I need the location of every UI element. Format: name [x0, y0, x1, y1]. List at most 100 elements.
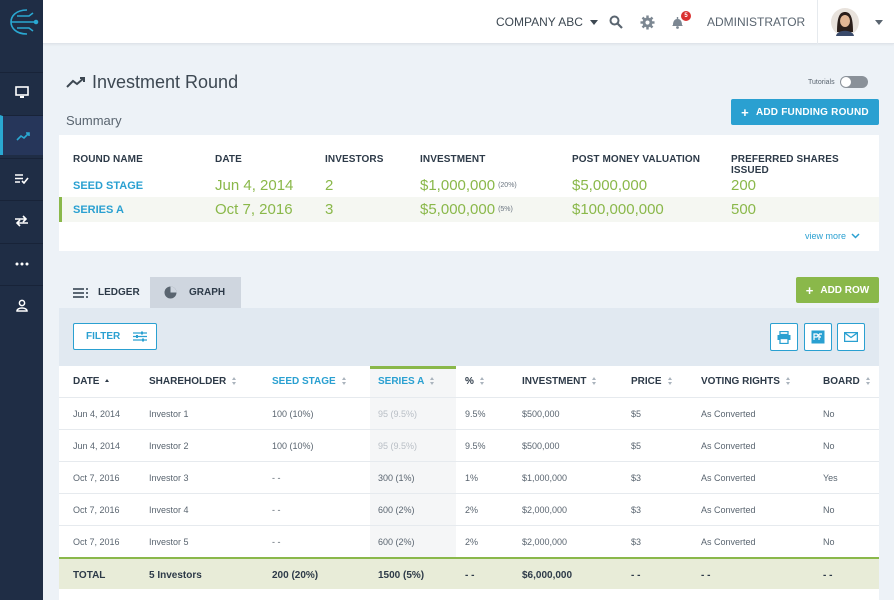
series-a-column-highlight — [370, 366, 456, 558]
total-investment: $6,000,000 — [522, 569, 573, 581]
sort-icon — [232, 376, 237, 386]
settings-button[interactable] — [640, 0, 655, 44]
printer-icon — [777, 330, 791, 344]
bell-icon — [672, 17, 683, 29]
cell-shareholder: Investor 1 — [149, 409, 189, 419]
col-header-round-name: ROUND NAME — [73, 154, 143, 165]
cell-shareholder: Investor 3 — [149, 473, 189, 483]
col-header-percent[interactable]: % — [465, 366, 485, 396]
cell-series-a: 95 (9.5%) — [378, 409, 418, 419]
cell-date: Jun 4, 2014 — [73, 409, 121, 419]
add-funding-round-button[interactable]: + ADD FUNDING ROUND — [731, 99, 879, 125]
user-icon — [15, 299, 28, 312]
search-button[interactable] — [609, 0, 623, 44]
toggle-switch[interactable] — [839, 76, 868, 88]
cell-shareholder: Investor 4 — [149, 505, 189, 515]
company-selector[interactable]: COMPANY ABC — [496, 0, 598, 44]
round-investors: 3 — [325, 201, 334, 218]
cell-seed: - - — [272, 537, 281, 547]
col-header-voting-rights[interactable]: VOTING RIGHTS — [701, 366, 791, 396]
sort-asc-icon — [105, 377, 110, 386]
pie-chart-icon — [164, 286, 177, 299]
cell-price: $3 — [631, 473, 642, 483]
col-header-investment: INVESTMENT — [420, 154, 486, 165]
col-header-investors: INVESTORS — [325, 154, 384, 165]
filter-label: FILTER — [86, 331, 121, 342]
cell-seed: - - — [272, 505, 281, 515]
email-button[interactable] — [837, 323, 865, 351]
tab-ledger[interactable]: LEDGER — [59, 277, 150, 308]
round-name-link[interactable]: SERIES A — [73, 203, 124, 216]
tab-graph[interactable]: GRAPH — [150, 277, 241, 308]
table-row[interactable]: Oct 7, 2016 Investor 4 - - 600 (2%) 2% $… — [59, 493, 879, 525]
add-funding-round-label: ADD FUNDING ROUND — [755, 106, 869, 118]
round-name-link[interactable]: SEED STAGE — [73, 179, 144, 192]
col-header-preferred-shares: PREFERRED SHARES ISSUED — [731, 154, 839, 176]
cell-investment: $500,000 — [522, 409, 560, 419]
sort-icon — [785, 376, 791, 386]
round-investment-pct: (20%) — [498, 182, 517, 189]
filter-button[interactable]: FILTER — [73, 323, 157, 350]
round-row[interactable]: SEED STAGE Jun 4, 2014 2 $1,000,000 (20%)… — [59, 173, 879, 198]
app-logo[interactable] — [0, 0, 43, 44]
col-header-date[interactable]: DATE — [73, 366, 110, 396]
col-header-investment[interactable]: INVESTMENT — [522, 366, 597, 396]
print-button[interactable] — [770, 323, 798, 351]
total-percent: - - — [465, 569, 475, 581]
cell-date: Oct 7, 2016 — [73, 505, 120, 515]
sidebar-item-tasks[interactable] — [0, 158, 43, 198]
col-header-price[interactable]: PRICE — [631, 366, 673, 396]
tab-ledger-label: LEDGER — [98, 287, 140, 298]
tutorials-label: Tutorials — [808, 78, 835, 86]
search-icon — [609, 15, 623, 29]
sidebar-item-transfers[interactable] — [0, 200, 43, 240]
col-header-date: DATE — [215, 154, 242, 165]
cell-percent: 9.5% — [465, 441, 486, 451]
col-header-seed-stage[interactable]: SEED STAGE — [272, 366, 347, 396]
sidebar-item-more[interactable] — [0, 243, 43, 283]
sidebar-item-investment[interactable] — [0, 115, 43, 155]
cell-series-a: 600 (2%) — [378, 537, 415, 547]
tutorials-toggle[interactable]: Tutorials — [808, 76, 868, 88]
round-investment: $5,000,000 (5%) — [420, 201, 513, 218]
round-valuation: $5,000,000 — [572, 177, 648, 194]
round-row[interactable]: SERIES A Oct 7, 2016 3 $5,000,000 (5%) $1… — [59, 197, 879, 222]
sort-icon — [865, 376, 871, 386]
table-row[interactable]: Jun 4, 2014 Investor 1 100 (10%) 95 (9.5… — [59, 397, 879, 429]
user-menu[interactable] — [831, 0, 883, 44]
round-shares: 200 — [731, 177, 757, 194]
company-name: COMPANY ABC — [496, 15, 583, 29]
cell-voting: As Converted — [701, 473, 756, 483]
cell-board: No — [823, 441, 835, 451]
chevron-down-icon — [851, 233, 860, 239]
cell-shareholder: Investor 2 — [149, 441, 189, 451]
mail-icon — [844, 332, 858, 342]
col-header-shareholder[interactable]: SHAREHOLDER — [149, 366, 237, 396]
cell-voting: As Converted — [701, 409, 756, 419]
sidebar-item-users[interactable] — [0, 285, 43, 325]
export-pdf-button[interactable] — [804, 323, 832, 351]
sort-icon — [430, 376, 435, 386]
add-row-button[interactable]: + ADD ROW — [796, 277, 879, 303]
table-row[interactable]: Jun 4, 2014 Investor 2 100 (10%) 95 (9.5… — [59, 429, 879, 461]
cell-series-a: 600 (2%) — [378, 505, 415, 515]
table-row[interactable]: Oct 7, 2016 Investor 5 - - 600 (2%) 2% $… — [59, 525, 879, 557]
cell-percent: 2% — [465, 505, 479, 515]
sort-icon — [592, 376, 597, 386]
col-header-board[interactable]: BOARD — [823, 366, 871, 396]
table-row[interactable]: Oct 7, 2016 Investor 3 - - 300 (1%) 1% $… — [59, 461, 879, 493]
ledger-table: DATE SHAREHOLDER SEED STAGE SERIES A % I… — [59, 366, 879, 600]
view-more-link[interactable]: view more — [805, 231, 860, 241]
notifications-button[interactable]: 5 — [671, 0, 695, 44]
cell-series-a: 300 (1%) — [378, 473, 415, 483]
round-date: Jun 4, 2014 — [215, 177, 294, 194]
sort-icon — [667, 376, 673, 386]
total-seed: 200 (20%) — [272, 569, 319, 581]
col-header-series-a[interactable]: SERIES A — [378, 366, 435, 396]
cell-board: No — [823, 537, 835, 547]
plus-icon: + — [741, 104, 749, 120]
total-label: TOTAL — [73, 569, 106, 581]
notification-badge: 5 — [681, 11, 691, 21]
sidebar-item-dashboard[interactable] — [0, 72, 43, 112]
cell-price: $3 — [631, 537, 642, 547]
